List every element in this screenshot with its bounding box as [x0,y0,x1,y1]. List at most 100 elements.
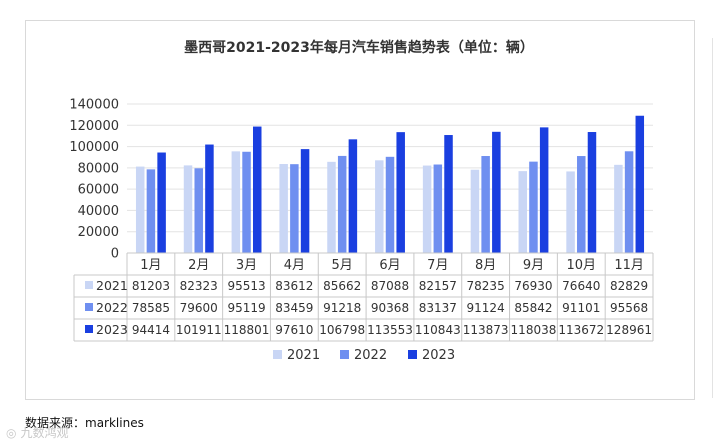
x-tick-label: 4月 [284,258,305,273]
bar-2022 [385,156,395,253]
chart-title: 墨西哥2021-2023年每月汽车销售趋势表（单位：辆） [184,40,534,56]
data-label: 128961 [606,323,652,337]
table-legend-key [85,325,93,333]
data-label: 90368 [371,301,409,315]
data-label: 76640 [562,279,600,293]
data-label: 118038 [511,323,557,337]
bar-2023 [300,149,310,253]
data-label: 106798 [319,323,365,337]
bar-2023 [539,127,549,253]
watermark-text: 九数鸿观 [20,426,69,440]
table-legend-key [85,281,93,289]
bar-2021 [327,161,336,253]
data-label: 83612 [275,279,313,293]
bar-2021 [375,160,384,253]
data-label: 79600 [180,301,218,315]
data-label: 76930 [514,279,552,293]
x-tick-label: 6月 [379,258,400,273]
data-label: 82157 [419,279,457,293]
x-tick-label: 3月 [236,258,257,273]
bar-2023 [635,115,645,253]
data-label: 83137 [419,301,457,315]
y-tick-label: 120000 [69,119,119,134]
bar-2021 [518,171,528,253]
y-tick-label: 80000 [78,161,119,176]
data-label: 113672 [558,323,604,337]
bar-2023 [492,131,501,253]
data-label: 78235 [467,279,505,293]
x-tick-label: 2月 [188,258,209,273]
y-tick-label: 140000 [69,98,119,113]
bar-2022 [337,155,347,253]
table-legend-key [85,303,93,311]
bar-2022 [194,168,203,253]
source-note: 数据来源：marklines [25,416,144,430]
bar-2022 [529,161,538,253]
x-tick-label: 10月 [566,258,596,273]
table-series-label: 2023 [96,322,128,337]
y-tick-label: 40000 [78,204,119,219]
data-label: 95568 [610,301,648,315]
legend-label: 2022 [354,348,387,363]
legend-label: 2023 [422,348,455,363]
data-label: 85662 [323,279,361,293]
legend-label: 2021 [287,348,320,363]
bar-2021 [231,151,241,253]
data-label: 113553 [367,323,413,337]
legend-swatch-2023 [408,350,417,359]
data-label: 95119 [227,301,265,315]
bar-2022 [577,156,586,253]
watermark-logo-icon: ◎ [6,426,17,440]
data-label: 85842 [514,301,552,315]
x-tick-label: 9月 [523,258,544,273]
bar-2021 [183,165,193,253]
bar-2022 [146,169,156,253]
bar-2023 [444,135,453,253]
watermark: ◎ 九数鸿观 [6,424,69,441]
bar-2023 [348,139,358,253]
data-label: 94414 [132,323,170,337]
bar-2021 [279,164,288,253]
table-series-label: 2022 [96,300,128,315]
y-tick-label: 20000 [78,225,119,240]
data-label: 110843 [415,323,461,337]
bar-2021 [614,164,623,253]
bar-2022 [481,156,490,253]
data-label: 113873 [463,323,509,337]
bar-2023 [157,152,166,253]
x-tick-label: 1月 [140,258,161,273]
data-label: 97610 [275,323,313,337]
data-label: 82829 [610,279,648,293]
x-tick-label: 5月 [332,258,353,273]
x-tick-label: 8月 [475,258,496,273]
legend-swatch-2021 [273,350,282,359]
bar-2023 [205,144,214,253]
data-label: 91101 [562,301,600,315]
bar-2021 [470,169,480,253]
bar-2021 [566,171,575,253]
data-label: 91124 [467,301,505,315]
bar-2022 [290,164,299,253]
data-label: 83459 [275,301,313,315]
x-tick-label: 11月 [614,258,644,273]
y-tick-label: 60000 [78,183,119,198]
bar-2021 [135,166,145,253]
data-label: 82323 [180,279,218,293]
bar-2022 [433,164,443,253]
data-label: 87088 [371,279,409,293]
legend-swatch-2022 [340,350,349,359]
table-series-label: 2021 [96,278,128,293]
data-label: 78585 [132,301,170,315]
bar-2023 [587,132,597,253]
bar-2023 [396,132,405,253]
data-label: 81203 [132,279,170,293]
data-label: 91218 [323,301,361,315]
edge-divider [712,38,718,398]
x-tick-label: 7月 [427,258,448,273]
y-tick-label: 0 [111,247,119,262]
bar-2022 [242,151,251,253]
data-label: 95513 [227,279,265,293]
y-tick-label: 100000 [69,140,119,155]
bar-2021 [422,165,432,253]
